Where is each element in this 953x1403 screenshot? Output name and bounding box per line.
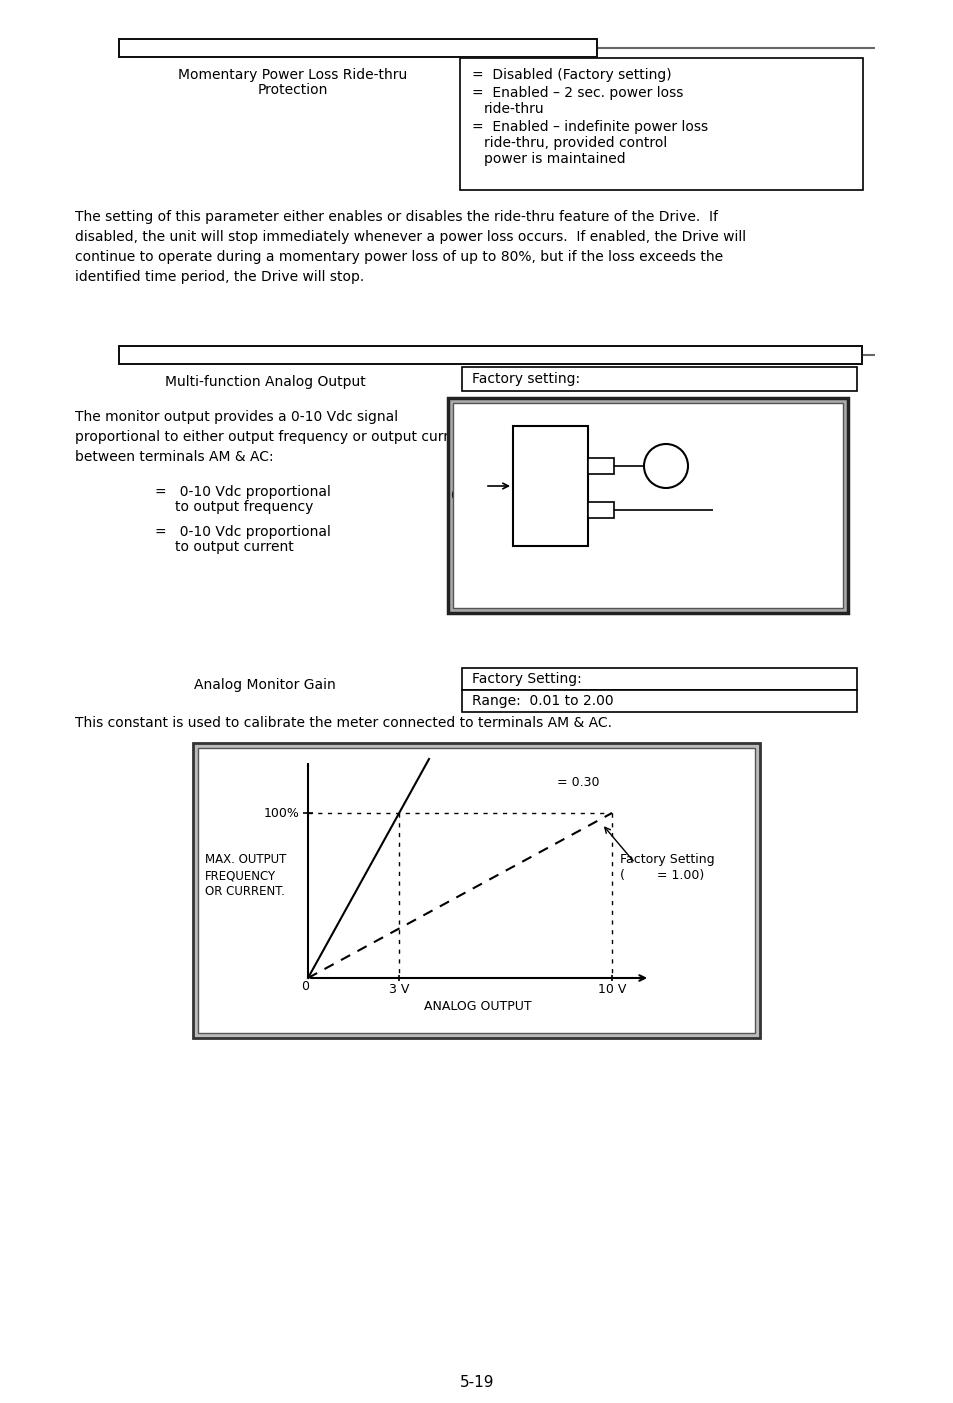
Bar [459,58,862,189]
Bar [118,345,862,365]
Text: =   0-10 Vdc proportional: = 0-10 Vdc proportional [154,485,331,499]
Bar [120,347,861,363]
Text: Analog: Analog [468,462,504,471]
Bar [118,38,598,58]
Bar [120,41,596,56]
Text: AC: AC [593,505,608,515]
Text: (0-10 Vdc): (0-10 Vdc) [451,490,504,499]
Text: FREQUENCY / CURRENT: FREQUENCY / CURRENT [613,405,728,415]
Text: This constant is used to calibrate the meter connected to terminals AM & AC.: This constant is used to calibrate the m… [75,716,612,730]
Text: Multi-function Analog Output: Multi-function Analog Output [165,375,365,389]
Text: (        = 1.00): ( = 1.00) [619,868,703,882]
Bar [198,748,754,1033]
Text: The setting of this parameter either enables or disables the ride-thru feature o: The setting of this parameter either ena… [75,210,745,285]
Bar [461,690,856,711]
Bar [448,398,847,613]
Text: 3 V: 3 V [389,984,409,996]
Text: =   0-10 Vdc proportional: = 0-10 Vdc proportional [154,525,331,539]
Bar [453,403,842,607]
Text: 0: 0 [301,981,309,993]
Text: ANALOG OUTPUT: ANALOG OUTPUT [424,1000,531,1013]
Bar [587,502,614,518]
Text: 100%: 100% [264,807,299,819]
Text: Range:  0.01 to 2.00: Range: 0.01 to 2.00 [472,694,613,709]
Text: =  Enabled – indefinite power loss: = Enabled – indefinite power loss [472,121,707,135]
Bar [587,457,614,474]
Text: +: + [652,462,662,476]
Text: power is maintained: power is maintained [483,152,625,166]
Text: The monitor output provides a 0-10 Vdc signal
proportional to either output freq: The monitor output provides a 0-10 Vdc s… [75,410,471,464]
Bar [193,744,760,1038]
Text: AM: AM [593,462,608,471]
Text: to output current: to output current [174,540,294,554]
Bar [513,427,587,546]
Text: Momentary Power Loss Ride-thru: Momentary Power Loss Ride-thru [178,67,407,81]
Text: to output frequency: to output frequency [174,499,313,513]
Text: OUTPUT: OUTPUT [696,494,738,504]
Text: =  Enabled – 2 sec. power loss: = Enabled – 2 sec. power loss [472,86,682,100]
Text: MAX. OUTPUT: MAX. OUTPUT [205,853,286,866]
Bar [461,368,856,391]
Text: ride-thru: ride-thru [483,102,544,116]
Text: −: − [668,462,679,476]
Text: Factory Setting:: Factory Setting: [472,672,581,686]
Text: 10 V: 10 V [598,984,625,996]
Text: = 0.30: = 0.30 [557,776,598,788]
Text: Factory setting:: Factory setting: [472,372,579,386]
Text: 5-19: 5-19 [459,1375,494,1390]
Text: MULTI-: MULTI- [696,452,729,462]
Text: METER: METER [654,415,687,425]
Text: FUNCTION: FUNCTION [696,466,749,476]
Text: MONITOR: MONITOR [696,480,744,490]
Text: Analog Monitor Gain: Analog Monitor Gain [193,678,335,692]
Text: FREQUENCY: FREQUENCY [205,868,275,882]
Text: OR CURRENT.: OR CURRENT. [205,885,285,898]
Text: (1mA FULL SCALE): (1mA FULL SCALE) [625,425,716,435]
Bar [461,668,856,690]
Text: Factory Setting: Factory Setting [619,853,714,866]
Text: =  Disabled (Factory setting): = Disabled (Factory setting) [472,67,671,81]
Text: output: output [470,476,504,485]
Text: ride-thru, provided control: ride-thru, provided control [483,136,666,150]
Text: Protection: Protection [257,83,328,97]
